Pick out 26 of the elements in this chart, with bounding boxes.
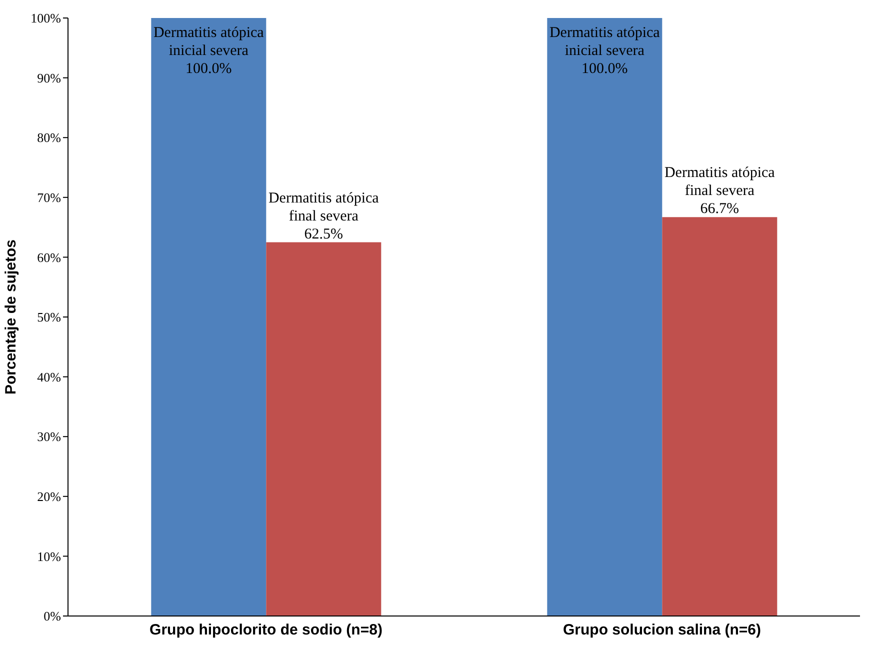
y-tick-label: 50% — [37, 310, 62, 325]
text: Dermatitis atópica inicial severa — [153, 25, 264, 59]
y-tick-label: 60% — [37, 250, 62, 265]
text: Dermatitis atópica final severa — [664, 165, 775, 200]
bar — [547, 18, 662, 616]
bar — [266, 242, 382, 616]
x-tick-label: Grupo hipoclorito de sodio (n=8) — [150, 622, 382, 639]
y-tick-label: 100% — [30, 10, 62, 26]
y-tick-label: 0% — [44, 608, 62, 624]
y-axis-title: Porcentaje de sujetos — [2, 239, 20, 395]
data-label: 100.0% — [582, 61, 628, 77]
y-tick-label: 30% — [37, 429, 62, 444]
series-label: Dermatitis atópica inicial severa — [549, 25, 660, 59]
y-tick-label: 10% — [37, 548, 62, 564]
y-tick-label: 90% — [37, 70, 62, 86]
y-tick-label: 70% — [37, 190, 62, 206]
y-tick-label: 20% — [37, 489, 62, 504]
x-tick-label: Grupo solucion salina (n=6) — [563, 622, 761, 639]
y-tick-label: 80% — [37, 130, 62, 146]
data-label: 62.5% — [304, 226, 344, 242]
bar — [151, 18, 266, 616]
y-tick-label: 40% — [37, 369, 62, 384]
data-label: 100.0% — [186, 61, 232, 77]
series-label: Dermatitis atópica final severa — [268, 190, 380, 224]
bar — [662, 217, 778, 616]
data-label: 66.7% — [700, 201, 740, 218]
